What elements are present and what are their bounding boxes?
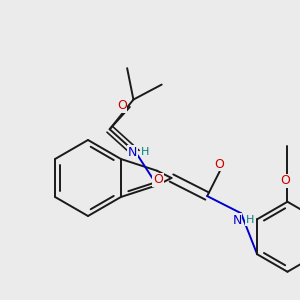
Text: O: O [280, 174, 290, 187]
Text: H: H [141, 147, 150, 158]
Text: N: N [232, 214, 242, 227]
Text: O: O [214, 158, 224, 171]
Text: N: N [128, 146, 137, 159]
Text: O: O [153, 173, 163, 186]
Text: H: H [246, 215, 254, 225]
Text: O: O [117, 100, 127, 112]
